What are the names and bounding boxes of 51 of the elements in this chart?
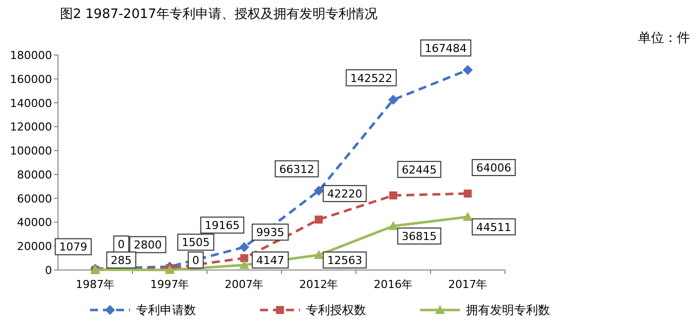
- x-tick-label: 1997年: [150, 278, 190, 291]
- data-label: 9935: [256, 226, 284, 240]
- point: [462, 64, 473, 75]
- data-label: 142522: [350, 72, 392, 85]
- data-label: 42220: [327, 188, 362, 201]
- legend-label: 专利申请数: [136, 303, 196, 317]
- point: [240, 254, 248, 262]
- x-tick-label: 2007年: [224, 278, 264, 291]
- point: [464, 190, 472, 198]
- point: [314, 216, 323, 224]
- data-label: 66312: [279, 162, 314, 176]
- y-tick-label: 40000: [17, 216, 52, 230]
- point: [389, 191, 398, 200]
- point: [388, 221, 398, 230]
- y-tick-label: 20000: [17, 240, 52, 254]
- point: [388, 94, 398, 105]
- data-label: 19165: [204, 219, 240, 232]
- y-tick-label: 100000: [10, 144, 52, 158]
- x-tick-label: 2016年: [374, 278, 413, 291]
- data-label: 36815: [402, 230, 437, 244]
- y-tick-label: 80000: [17, 168, 52, 182]
- y-tick-label: 0: [45, 264, 52, 277]
- data-label: 167484: [424, 42, 467, 55]
- y-tick-label: 60000: [17, 192, 52, 206]
- data-label: 4147: [256, 254, 284, 267]
- data-label: 62445: [402, 163, 437, 176]
- x-tick-label: 2012年: [299, 278, 338, 291]
- x-tick-label: 2017年: [448, 278, 488, 291]
- data-label: 64006: [476, 162, 512, 175]
- legend-label: 专利授权数: [306, 303, 366, 317]
- point: [239, 260, 250, 270]
- y-tick-label: 120000: [10, 120, 52, 134]
- data-label: 12563: [327, 254, 362, 267]
- data-label: 2800: [134, 238, 162, 252]
- x-tick-label: 1987年: [76, 278, 115, 291]
- y-tick-label: 180000: [10, 49, 52, 62]
- data-label: 0: [118, 238, 125, 251]
- point: [314, 250, 324, 259]
- data-label: 285: [110, 254, 132, 267]
- data-label: 0: [192, 254, 200, 267]
- y-tick-label: 140000: [10, 96, 52, 110]
- legend-label: 拥有发明专利数: [466, 303, 550, 317]
- text: 单位：件: [638, 31, 690, 46]
- point: [314, 186, 324, 196]
- data-label: 1505: [182, 236, 210, 250]
- data-label: 1079: [59, 240, 88, 254]
- point: [462, 212, 473, 221]
- point: [239, 242, 250, 252]
- data-label: 44511: [476, 220, 512, 234]
- y-tick-label: 160000: [10, 72, 52, 86]
- chart-title: 图2 1987-2017年专利申请、授权及拥有发明专利情况: [60, 7, 378, 22]
